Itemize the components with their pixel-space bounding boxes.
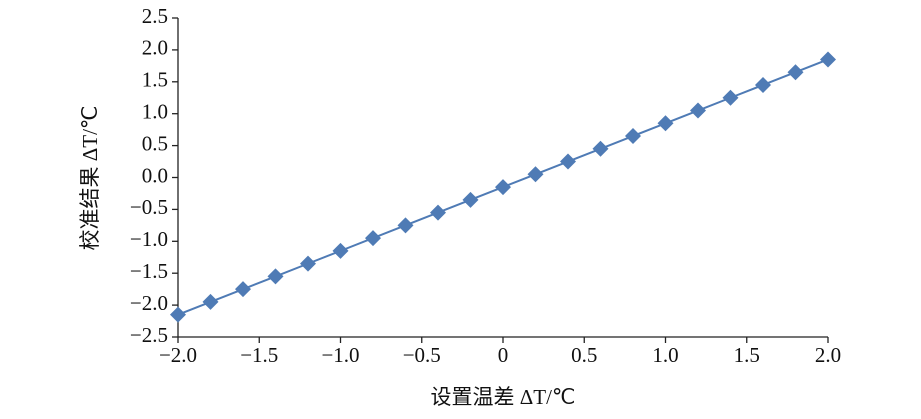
y-axis-label: 校准结果 ΔT/℃ xyxy=(78,105,102,250)
y-tick-label: 0.5 xyxy=(142,131,168,155)
x-tick-label: −1.0 xyxy=(321,343,359,367)
data-point xyxy=(625,128,641,145)
y-tick-label: −1.5 xyxy=(130,259,168,283)
data-point xyxy=(755,76,771,93)
data-point xyxy=(657,115,674,132)
x-tick-label: 1.5 xyxy=(734,343,760,367)
x-tick-label: −0.5 xyxy=(403,343,441,367)
x-tick-label: −2.0 xyxy=(159,343,197,367)
x-tick-label: 0.5 xyxy=(571,343,597,367)
x-tick-label: 1.0 xyxy=(652,343,678,367)
y-tick-label: 2.0 xyxy=(142,36,168,60)
data-point xyxy=(690,102,706,119)
y-tick-label: 0.0 xyxy=(142,163,168,187)
data-point xyxy=(527,166,544,183)
data-point xyxy=(592,140,609,157)
y-tick-label: 1.5 xyxy=(142,68,168,92)
data-point xyxy=(267,268,284,285)
x-axis-label: 设置温差 ΔT/℃ xyxy=(430,385,575,409)
y-tick-label: −0.5 xyxy=(130,195,168,219)
data-point xyxy=(365,230,381,247)
y-tick-label: −2.0 xyxy=(130,291,168,315)
data-point xyxy=(787,64,804,81)
y-tick-label: −2.5 xyxy=(130,323,168,347)
x-tick-label: 0 xyxy=(498,343,509,367)
data-point xyxy=(495,179,511,196)
data-point xyxy=(820,51,836,68)
data-point xyxy=(170,306,186,323)
data-point xyxy=(722,89,739,106)
y-tick-label: 1.0 xyxy=(142,100,168,124)
data-point xyxy=(202,293,219,310)
y-tick-label: −1.0 xyxy=(130,227,168,251)
data-point xyxy=(332,242,349,259)
data-point xyxy=(462,191,479,208)
data-point xyxy=(397,217,414,234)
x-tick-label: 2.0 xyxy=(815,343,841,367)
data-point xyxy=(300,255,316,272)
data-point xyxy=(560,153,576,170)
y-tick-label: 2.5 xyxy=(142,4,168,28)
x-tick-label: −1.5 xyxy=(240,343,278,367)
data-point xyxy=(235,281,251,298)
data-point xyxy=(430,204,446,221)
